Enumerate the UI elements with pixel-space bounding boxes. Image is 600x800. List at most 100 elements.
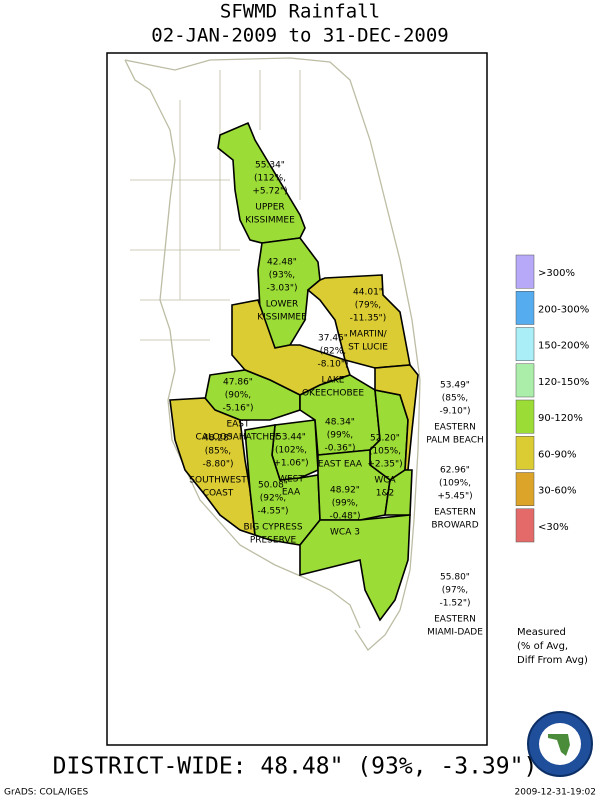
region-label: -9.10") (440, 407, 471, 417)
subtitle: 02-JAN-2009 to 31-DEC-2009 (151, 25, 448, 47)
region-label: EASTERN (434, 615, 476, 625)
region-label: (85%, (442, 394, 468, 404)
region-label: 48.92" (330, 486, 360, 496)
region-label: KISSIMMEE (257, 313, 307, 323)
region-label: MIAMI-DADE (427, 628, 483, 638)
region-label: 62.96" (440, 466, 470, 476)
legend-label: 30-60% (538, 486, 577, 497)
region-label: EAA (282, 488, 301, 498)
region (384, 469, 413, 516)
region-label: 55.34" (255, 161, 285, 171)
region-label: BIG CYPRESS (243, 523, 302, 533)
region-label: WEST (278, 475, 304, 485)
timestamp: 2009-12-31-19:02 (515, 788, 597, 798)
region-label: (99%, (327, 431, 353, 441)
region-label: (82%, (320, 347, 346, 357)
title: SFWMD Rainfall (220, 1, 380, 23)
region-label: 48.28" (203, 434, 233, 444)
legend-swatch (515, 472, 535, 506)
legend-swatch (515, 436, 535, 470)
region (306, 274, 411, 369)
region-label: (112%, (254, 174, 286, 184)
region-label: 53.44" (276, 433, 306, 443)
region-label: (99%, (332, 499, 358, 509)
logo-state (548, 734, 570, 756)
region-label: 47.86" (223, 378, 253, 388)
legend-label: 120-150% (538, 377, 589, 388)
region-label: OKEECHOBEE (302, 389, 364, 399)
region-label: (105%, (369, 447, 401, 457)
legend-label: >300% (538, 268, 575, 279)
region-label: 42.48" (267, 258, 297, 268)
region-label: +2.35") (367, 460, 402, 470)
legend-label: 150-200% (538, 341, 589, 352)
region-label: -5.16") (223, 404, 254, 414)
region-label: 48.34" (325, 418, 355, 428)
region-label: 52.20" (370, 434, 400, 444)
region-label: MARTIN/ (349, 330, 387, 340)
region-label: -4.55") (258, 507, 289, 517)
logo (527, 711, 593, 777)
legend-label: 200-300% (538, 304, 589, 315)
region-label: EAST EAA (318, 460, 363, 470)
district-wide: DISTRICT-WIDE: 48.48" (93%, -3.39") (53, 754, 538, 780)
legend: >300% 200-300% 150-200% 120-150% 90-120% 60-9… (515, 254, 589, 543)
region (299, 514, 411, 622)
region-label: WCA (374, 476, 396, 486)
region-label: (90%, (225, 391, 251, 401)
region-label: (79%, (355, 301, 381, 311)
region-label: ST LUCIE (348, 343, 388, 353)
region-label: 50.08" (258, 481, 288, 491)
region-label: -0.36") (325, 444, 356, 454)
region-label: (93%, (269, 271, 295, 281)
region-label: EASTERN (434, 423, 476, 433)
region-label: +1.06") (273, 459, 308, 469)
region-label: EASTERN (434, 508, 476, 518)
region-label: -3.03") (267, 284, 298, 294)
region-label: PRESERVE (250, 536, 297, 546)
legend-swatch (515, 508, 535, 543)
region-label: 44.01" (353, 288, 383, 298)
legend-swatch (515, 327, 535, 361)
credit: GrADS: COLA/IGES (4, 788, 88, 798)
legend-swatch (515, 399, 535, 434)
region-label: (109%, (439, 479, 471, 489)
region-label: 37.45" (318, 334, 348, 344)
region-label: (85%, (205, 447, 231, 457)
legend-label: 90-120% (538, 413, 583, 424)
region-label: -11.35") (350, 314, 387, 324)
coastline (124, 57, 421, 651)
legend-swatch (515, 363, 535, 398)
region-label: SOUTHWEST (189, 476, 247, 486)
region-label: -8.80") (203, 460, 234, 470)
region-label: 1&2 (376, 489, 394, 499)
county-lines (130, 70, 301, 341)
west-coast (124, 59, 361, 629)
region-label: PALM BEACH (426, 436, 484, 446)
region-label: (102%, (275, 446, 307, 456)
legend-label: 60-90% (538, 449, 577, 460)
region-label: BROWARD (431, 521, 478, 531)
note-line: Diff From Avg) (517, 655, 588, 666)
note-line: (% of Avg, (517, 641, 568, 652)
region-label: EAST (226, 420, 250, 430)
region-label: -0.48") (330, 512, 361, 522)
region-label: +5.72") (252, 187, 287, 197)
regions: 55.34" (112%, +5.72") UPPER KISSIMMEE 42.48" (… (169, 121, 484, 638)
region-label: CALOOSAHATCHEE (196, 433, 281, 443)
region-label: KISSIMMEE (245, 216, 295, 226)
legend-label: <30% (538, 522, 569, 533)
region-label: UPPER (255, 203, 284, 213)
legend-swatch (515, 254, 535, 289)
note-line: Measured (517, 627, 566, 638)
region-label: LAKE (322, 376, 345, 386)
region-label: +5.45") (437, 492, 472, 502)
region-label: 53.49" (440, 381, 470, 391)
legend-swatch (515, 291, 535, 325)
region-label: COAST (203, 489, 234, 499)
region-label: 55.80" (440, 573, 470, 583)
region-label: WCA 3 (330, 528, 360, 538)
region-label: LOWER (266, 300, 299, 310)
region (257, 237, 321, 349)
